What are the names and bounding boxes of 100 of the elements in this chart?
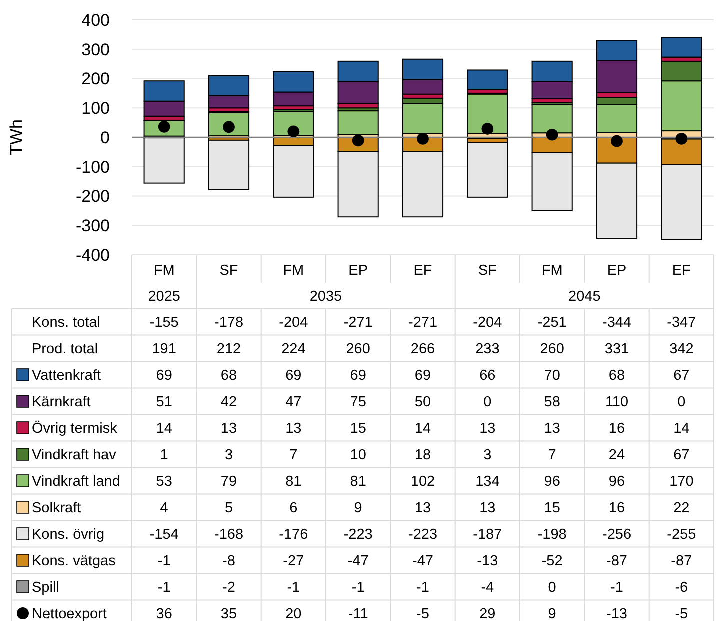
data-label: 0 <box>548 580 556 596</box>
data-label: -87 <box>671 554 692 570</box>
data-label: -2 <box>222 580 236 596</box>
data-label: 9 <box>548 606 556 621</box>
legend-label: Vindkraft hav <box>32 448 118 464</box>
y-tick-label: -300 <box>76 216 110 236</box>
data-label: 18 <box>414 448 432 464</box>
text: 2035 <box>310 289 342 306</box>
data-label: 13 <box>480 500 496 517</box>
text: 260 <box>540 342 564 358</box>
data-label: -27 <box>283 554 304 570</box>
data-label: -223 <box>344 527 373 544</box>
data-label: 13 <box>480 421 496 438</box>
data-label: 3 <box>484 448 492 464</box>
text: -344 <box>602 315 632 332</box>
y-tick-label: 300 <box>82 40 110 60</box>
text: 191 <box>152 342 176 358</box>
data-label: -1 <box>352 580 365 596</box>
data-label: 7 <box>290 448 298 464</box>
data-label: 70 <box>544 368 560 384</box>
data-label: -168 <box>214 527 244 544</box>
data-label: 36 <box>156 606 172 621</box>
data-label: 79 <box>220 474 238 490</box>
data-label: 69 <box>286 368 302 384</box>
y-tick-label: 200 <box>82 70 110 89</box>
data-label: -1 <box>287 580 300 596</box>
y-tick-label: 400 <box>82 10 110 30</box>
x-tick-label: EF <box>672 263 692 280</box>
data-label: 13 <box>414 500 432 517</box>
data-label: 110 <box>605 394 629 411</box>
data-label: -176 <box>279 527 308 544</box>
data-label: 20 <box>286 606 302 621</box>
data-label: -13 <box>606 606 628 621</box>
data-label: 14 <box>156 421 172 438</box>
data-label: 16 <box>608 500 626 517</box>
text: 260 <box>346 342 370 358</box>
data-label: -187 <box>473 527 502 544</box>
data-label: 96 <box>608 474 626 490</box>
data-label: 81 <box>286 474 302 490</box>
text: 224 <box>282 342 306 358</box>
data-label: 66 <box>480 368 496 384</box>
legend-label: Spill <box>32 580 60 596</box>
data-label: 16 <box>608 421 626 438</box>
data-label: -1 <box>610 580 624 596</box>
data-label: 58 <box>544 394 560 411</box>
y-tick-label: 100 <box>82 99 110 118</box>
x-tick-label: EF <box>414 263 432 280</box>
data-label: 15 <box>350 421 366 438</box>
data-label: 96 <box>544 474 560 490</box>
data-label: -52 <box>542 554 563 570</box>
text: 233 <box>476 342 500 358</box>
data-label: 69 <box>350 368 366 384</box>
text: 266 <box>410 342 436 358</box>
legend-label: Kons. vätgas <box>32 554 116 570</box>
data-label: 15 <box>544 500 560 517</box>
data-label: 7 <box>548 448 556 464</box>
data-label: 53 <box>156 474 172 490</box>
text: -251 <box>538 315 567 332</box>
x-tick-label: SF <box>478 263 498 280</box>
data-label: 22 <box>674 500 690 517</box>
text: 2025 <box>148 289 180 306</box>
text: 212 <box>216 342 242 358</box>
data-label: 35 <box>220 606 238 621</box>
text: -204 <box>473 315 502 332</box>
data-label: -1 <box>158 554 171 570</box>
data-label: 29 <box>480 606 496 621</box>
x-tick-label: FM <box>283 263 304 280</box>
data-label: 68 <box>608 368 626 384</box>
data-label: -13 <box>477 554 498 570</box>
data-label: -5 <box>675 606 688 621</box>
x-tick-label: EP <box>348 263 368 280</box>
y-tick-label: -200 <box>76 187 110 206</box>
data-label: 75 <box>350 394 366 411</box>
data-label: 13 <box>220 421 238 438</box>
data-label: -256 <box>602 527 632 544</box>
x-tick-label: SF <box>220 263 238 280</box>
data-label: 10 <box>350 448 366 464</box>
data-label: -198 <box>538 527 567 544</box>
data-label: -1 <box>416 580 430 596</box>
data-label: 3 <box>224 448 234 464</box>
legend-label: Kons. övrig <box>32 527 105 544</box>
data-label: 69 <box>156 368 172 384</box>
data-label: 4 <box>160 500 168 517</box>
data-label: 67 <box>674 368 690 384</box>
data-label: -255 <box>667 527 696 544</box>
x-tick-label: EP <box>607 263 627 280</box>
data-label: 13 <box>544 421 560 438</box>
data-label: -6 <box>675 580 688 596</box>
text: Kons. total <box>32 315 101 332</box>
data-label: 5 <box>224 500 234 517</box>
data-label: 13 <box>286 421 302 438</box>
data-label: 51 <box>156 394 172 411</box>
text: -204 <box>279 315 308 332</box>
data-label: 0 <box>484 394 492 411</box>
data-label: 102 <box>410 474 436 490</box>
text: -271 <box>344 315 373 332</box>
x-tick-label: FM <box>154 263 175 280</box>
data-label: 9 <box>354 500 362 517</box>
data-label: 170 <box>670 474 694 490</box>
data-label: -87 <box>606 554 628 570</box>
